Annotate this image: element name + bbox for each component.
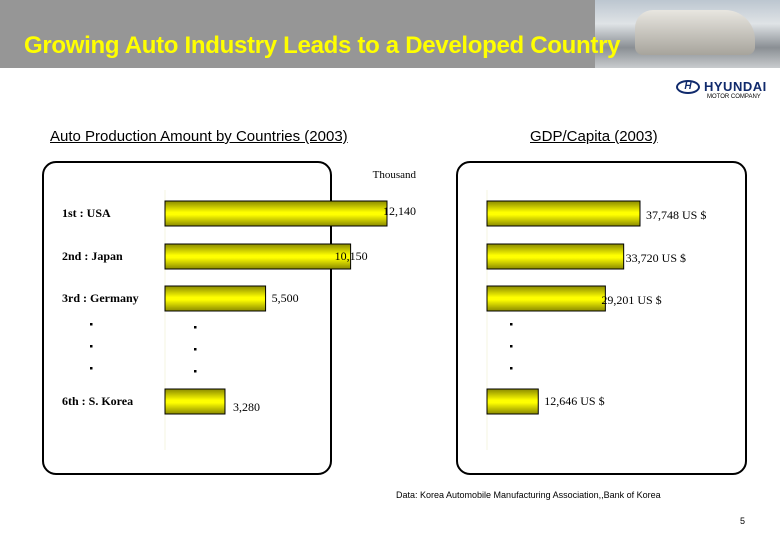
data-label: 12,646 US $: [544, 394, 604, 408]
category-label: 2nd : Japan: [62, 249, 123, 263]
hyundai-logo: H HYUNDAI MOTOR COMPANY: [676, 79, 772, 103]
unit-label: Thousand: [373, 169, 417, 181]
car-shape: [635, 10, 755, 55]
bar: [164, 285, 267, 312]
ellipsis-dot: [510, 367, 513, 370]
ellipsis-dot: [194, 326, 197, 329]
data-label: 10,150: [335, 249, 368, 263]
bar: [486, 388, 539, 415]
ellipsis-dot: [90, 345, 93, 348]
category-label: 1st : USA: [62, 206, 111, 220]
bar: [486, 200, 641, 227]
page-title: Growing Auto Industry Leads to a Develop…: [24, 32, 621, 59]
ellipsis-dot: [194, 348, 197, 351]
data-label: 29,201 US $: [601, 293, 661, 307]
gdp-chart-title: GDP/Capita (2003): [530, 128, 658, 145]
car-image: [595, 0, 780, 68]
bar: [486, 285, 606, 312]
production-chart: Thousand 12,140 1st : USA 10,150 2nd : Japan…: [62, 169, 416, 450]
logo-subtext: MOTOR COMPANY: [707, 94, 761, 100]
production-chart-box: [42, 161, 332, 475]
hyundai-h-icon: H: [676, 80, 700, 94]
ellipsis-dot: [510, 345, 513, 348]
ellipsis-dot: [90, 367, 93, 370]
data-label: 3,280: [233, 400, 260, 414]
data-label: 37,748 US $: [646, 208, 706, 222]
gdp-chart: 37,748 US $ 33,720 US $ 29,201 US $ 12,646 …: [486, 190, 706, 450]
bar: [164, 243, 352, 270]
ellipsis-dot: [510, 323, 513, 326]
logo-wordmark: HYUNDAI: [704, 79, 767, 94]
ellipsis-dot: [194, 370, 197, 373]
category-label: 3rd : Germany: [62, 291, 139, 305]
gdp-chart-box: [456, 161, 747, 475]
production-chart-title: Auto Production Amount by Countries (200…: [50, 128, 348, 145]
page-number: 5: [740, 516, 746, 526]
bar: [164, 200, 388, 227]
data-label: 5,500: [272, 291, 299, 305]
source-note: Data: Korea Automobile Manufacturing Ass…: [396, 490, 661, 500]
bar: [486, 243, 625, 270]
category-label: 6th : S. Korea: [62, 394, 133, 408]
data-label: 33,720 US $: [626, 251, 686, 265]
ellipsis-dot: [90, 323, 93, 326]
data-label: 12,140: [383, 204, 416, 218]
bar: [164, 388, 226, 415]
